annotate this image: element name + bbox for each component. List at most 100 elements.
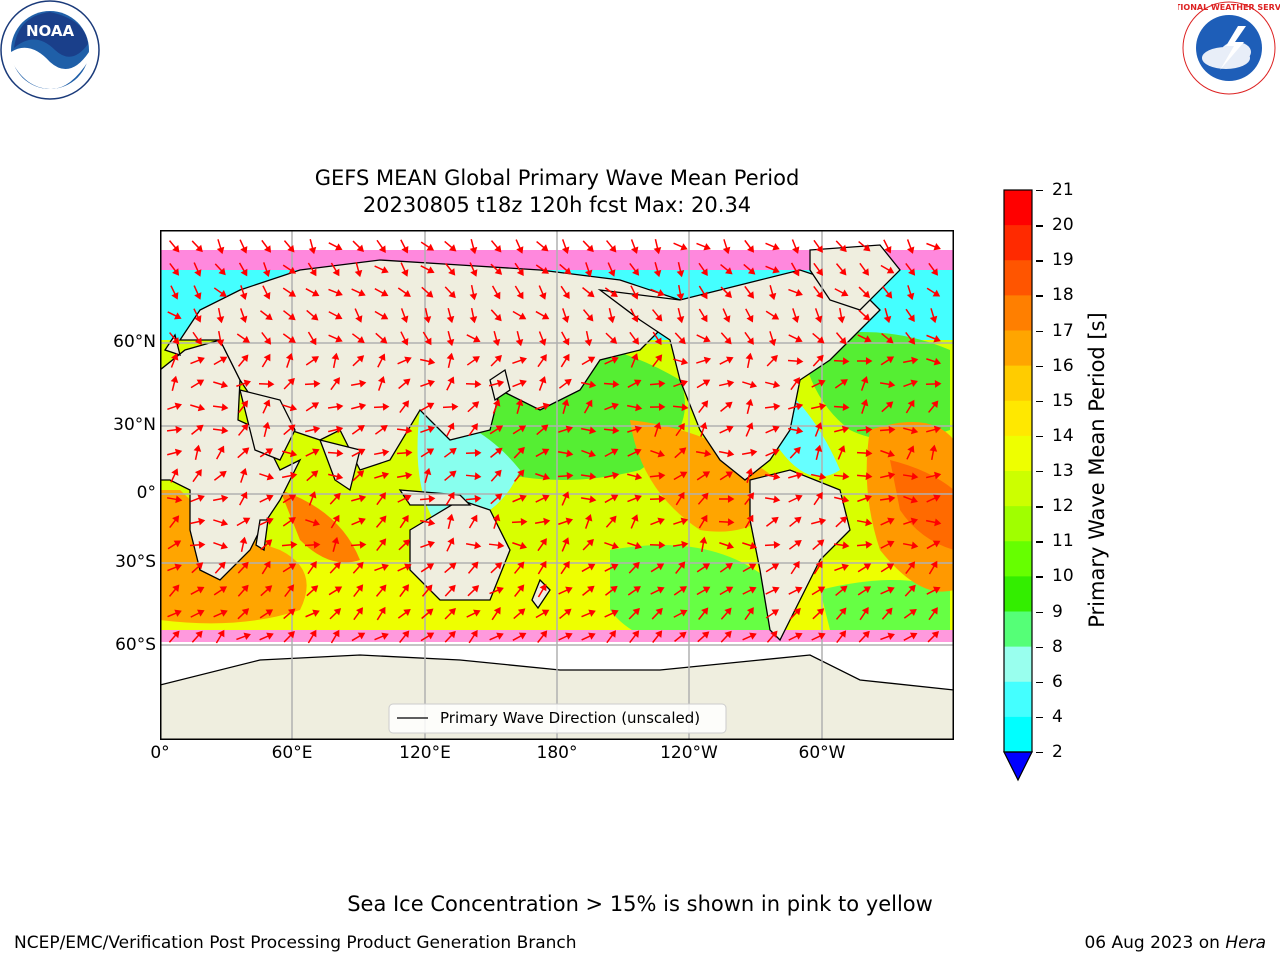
wave-vector-head (425, 290, 434, 298)
wave-vector-head (562, 491, 570, 499)
wave-vector-head (631, 514, 639, 522)
wave-vector-head (219, 470, 227, 478)
wave-vector-head (703, 335, 711, 343)
colorbar-tick-mark (1036, 260, 1043, 262)
wave-vector-head (795, 471, 804, 480)
wave-vector-head (423, 467, 432, 476)
wave-vector-head (610, 289, 618, 297)
colorbar-tick-label: 10 (1052, 566, 1074, 587)
wave-vector-head (934, 380, 942, 388)
wave-vector-head (309, 491, 317, 499)
wave-vector-head (542, 472, 551, 481)
wave-vector-head (426, 243, 435, 251)
wave-vector-head (795, 402, 804, 411)
wave-vector-head (725, 586, 734, 594)
wave-vector-head (290, 540, 298, 549)
wave-vector-head (446, 338, 455, 347)
wave-vector-head (334, 312, 343, 320)
wave-vector-head (584, 514, 593, 522)
lon-tick-120w: 120°W (660, 743, 718, 763)
wave-vector-head (632, 607, 640, 616)
wave-vector-head (607, 316, 616, 324)
wave-vector-head (655, 354, 663, 362)
wave-vector-head (333, 608, 342, 616)
wave-vector-head (426, 402, 435, 410)
wave-vector-head (749, 632, 757, 640)
wave-vector-head (516, 291, 524, 300)
wave-vector-head (745, 467, 754, 476)
wave-vector-head (814, 444, 823, 453)
wave-vector-head (676, 293, 685, 301)
wave-vector-head (634, 425, 643, 434)
legend: Primary Wave Direction (unscaled) (388, 703, 727, 734)
colorbar-tick-label: 8 (1052, 636, 1063, 657)
wave-vector-head (934, 471, 942, 480)
wave-vector-head (679, 586, 687, 594)
wave-vector-head (612, 380, 620, 389)
colorbar-tick-mark (1036, 435, 1043, 438)
wave-vector-head (770, 630, 778, 639)
wave-vector-head (842, 495, 850, 504)
wave-vector-head (469, 246, 478, 255)
wave-vector-head (313, 379, 321, 388)
wave-vector-head (382, 402, 390, 411)
wave-vector-head (194, 269, 202, 277)
wave-vector-head (518, 632, 527, 640)
wave-vector-head (658, 495, 666, 503)
wave-vector-head (702, 586, 711, 594)
wave-vector-head (818, 632, 826, 640)
wave-vector-head (241, 608, 250, 616)
wave-vector-head (515, 398, 524, 407)
wave-vector-head (497, 541, 505, 550)
wave-vector-head (888, 471, 896, 480)
wave-vector-head (174, 563, 182, 571)
wave-vector-head (495, 425, 504, 433)
wave-vector-head (747, 267, 756, 275)
wave-vector-head (908, 561, 916, 569)
wave-vector-head (886, 563, 895, 571)
wave-vector-head (378, 606, 386, 615)
wave-vector-head (700, 314, 708, 323)
wave-vector-head (931, 268, 939, 276)
wave-vector-head (312, 448, 320, 456)
wave-vector-head (863, 563, 872, 571)
wave-vector-head (702, 563, 711, 571)
wave-vector-head (518, 312, 527, 320)
wave-vector-head (519, 494, 527, 502)
colorbar-segment (1004, 471, 1032, 507)
wave-vector-head (793, 446, 801, 455)
wave-vector-head (335, 425, 344, 434)
wave-vector-head (587, 563, 596, 571)
wave-vector-head (634, 494, 642, 502)
wave-vector-head (841, 563, 849, 571)
colorbar-tick-label: 15 (1052, 390, 1074, 411)
colorbar-tick-mark (1036, 752, 1043, 754)
wave-vector-head (631, 353, 639, 361)
wave-vector-head (357, 336, 365, 344)
wave-vector-head (427, 540, 435, 549)
wave-vector-head (543, 517, 551, 526)
wave-vector-head (884, 245, 892, 254)
wave-vector-head (658, 403, 666, 411)
wave-vector-head (795, 289, 803, 297)
wave-vector-head (865, 472, 873, 481)
wave-vector-head (612, 426, 620, 435)
wave-vector-head (746, 337, 754, 345)
wave-vector-head (448, 630, 456, 639)
wave-vector-head (446, 315, 455, 324)
wave-vector-head (287, 377, 295, 386)
wave-vector-head (703, 356, 712, 365)
wave-vector-head (678, 447, 687, 455)
wave-vector-head (725, 267, 733, 275)
colorbar-segment (1004, 400, 1032, 437)
wave-vector-head (494, 562, 503, 570)
wave-vector-head (586, 538, 594, 547)
wave-vector-head (746, 422, 754, 430)
wave-vector-head (680, 379, 688, 387)
wave-vector-head (333, 492, 341, 501)
wave-vector-head (749, 586, 757, 594)
wave-vector-head (447, 376, 455, 385)
wave-vector-head (609, 515, 617, 524)
wave-vector-head (796, 426, 804, 435)
wave-vector-head (473, 609, 481, 617)
